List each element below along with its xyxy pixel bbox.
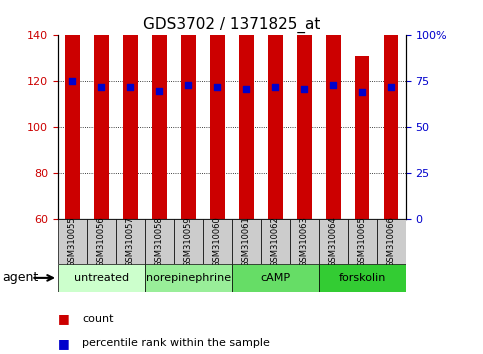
Text: untreated: untreated — [74, 273, 129, 283]
Point — [271, 84, 279, 90]
Bar — [290, 219, 319, 264]
Text: forskolin: forskolin — [339, 273, 386, 283]
Point — [127, 84, 134, 90]
Text: agent: agent — [2, 272, 39, 284]
Bar — [58, 264, 145, 292]
Text: ■: ■ — [58, 337, 70, 350]
Bar — [232, 219, 261, 264]
Title: GDS3702 / 1371825_at: GDS3702 / 1371825_at — [143, 16, 321, 33]
Bar — [377, 219, 406, 264]
Text: GSM310059: GSM310059 — [184, 216, 193, 267]
Bar — [145, 219, 174, 264]
Point — [98, 84, 105, 90]
Text: GSM310060: GSM310060 — [213, 216, 222, 267]
Bar — [232, 264, 319, 292]
Bar — [348, 219, 377, 264]
Bar — [152, 28, 167, 219]
Point — [242, 86, 250, 92]
Text: ■: ■ — [58, 312, 70, 325]
Bar — [123, 1, 138, 219]
Text: GSM310058: GSM310058 — [155, 216, 164, 267]
Bar — [181, 0, 196, 219]
Point — [329, 82, 337, 88]
Bar — [174, 219, 203, 264]
Point — [300, 86, 308, 92]
Point — [69, 79, 76, 84]
Text: norepinephrine: norepinephrine — [146, 273, 231, 283]
Bar — [203, 219, 232, 264]
Bar — [116, 219, 145, 264]
Bar — [384, 19, 398, 219]
Text: count: count — [82, 314, 114, 324]
Point — [358, 90, 366, 95]
Bar — [261, 219, 290, 264]
Point — [213, 84, 221, 90]
Bar — [94, 0, 109, 219]
Bar — [319, 219, 348, 264]
Bar — [145, 264, 232, 292]
Bar — [355, 56, 369, 219]
Text: GSM310065: GSM310065 — [358, 216, 367, 267]
Text: GSM310064: GSM310064 — [329, 216, 338, 267]
Bar — [326, 0, 341, 219]
Text: GSM310061: GSM310061 — [242, 216, 251, 267]
Point — [387, 84, 395, 90]
Bar — [297, 17, 312, 219]
Point — [156, 88, 163, 93]
Bar — [319, 264, 406, 292]
Bar — [65, 0, 80, 219]
Bar — [58, 219, 87, 264]
Text: GSM310055: GSM310055 — [68, 216, 77, 267]
Text: GSM310063: GSM310063 — [300, 216, 309, 267]
Point — [185, 82, 192, 88]
Text: GSM310057: GSM310057 — [126, 216, 135, 267]
Text: cAMP: cAMP — [260, 273, 290, 283]
Text: GSM310056: GSM310056 — [97, 216, 106, 267]
Bar — [87, 219, 116, 264]
Text: GSM310066: GSM310066 — [387, 216, 396, 267]
Bar — [239, 22, 254, 219]
Bar — [268, 3, 283, 219]
Bar — [210, 0, 225, 219]
Text: GSM310062: GSM310062 — [271, 216, 280, 267]
Text: percentile rank within the sample: percentile rank within the sample — [82, 338, 270, 348]
